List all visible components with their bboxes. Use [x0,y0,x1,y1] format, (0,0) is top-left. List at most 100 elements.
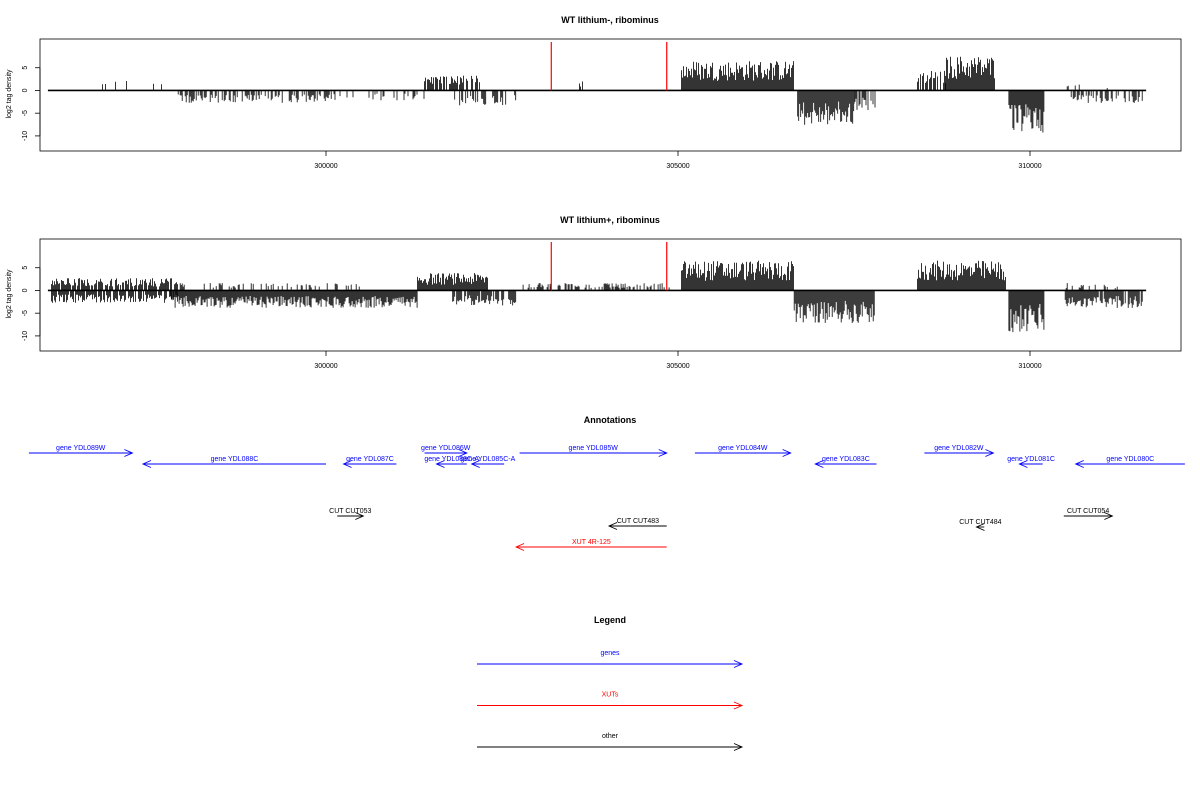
y-tick-label: -10 [22,131,29,141]
density-segment [945,56,995,91]
feature-label: XUT 4R-125 [572,539,611,546]
density-bars [47,242,1147,333]
feature-arrows: gene YDL089W gene YDL088C gene YDL087C gene… [28,445,1185,551]
y-tick-label: -5 [22,310,29,316]
feature-label: gene YDL088C [211,456,259,463]
feature-arrow: gene YDL081C [1007,456,1055,468]
feature-label: gene YDL082W [934,445,984,452]
density-segment [177,90,332,103]
density-segment [1066,84,1108,91]
feature-label: gene YDL085W [569,445,619,452]
feature-arrow: gene YDL085W [519,445,668,457]
feature-arrow: CUT CUT483 [607,518,667,530]
track-panel-lithium-minus: WT lithium-, ribominus log2 tag density … [6,15,1182,170]
panel-title: WT lithium-, ribominus [561,15,659,25]
density-segment [1008,90,1045,133]
density-segment [170,290,418,308]
legend-entry: genes [477,650,744,668]
feature-arrow: gene YDL086W [421,445,471,457]
x-axis: 300000 305000 310000 [314,151,1042,170]
feature-label: CUT CUT483 [617,518,659,525]
density-segment [522,283,670,291]
density-segment [51,278,178,291]
feature-label: gene YDL081C [1007,456,1055,463]
x-tick-label: 300000 [314,163,337,170]
density-segment [102,81,162,91]
feature-arrow: gene YDL080C [1074,456,1185,468]
density-segment [454,90,517,106]
density-segment [1008,290,1045,333]
density-segment [797,90,855,125]
density-segment [1070,90,1143,103]
feature-arrow: gene YDL086C-A [424,456,479,468]
feature-arrow: XUT 4R-125 [514,539,667,551]
feature-label: gene YDL080C [1106,456,1154,463]
y-axis: -10 -5 0 5 [22,266,41,341]
panel-title: WT lithium+, ribominus [560,215,660,225]
annotations-title: Annotations [584,415,637,425]
feature-arrow: gene YDL083C [814,456,877,468]
feature-label: gene YDL086C-A [424,456,479,463]
y-axis: -10 -5 0 5 [22,66,41,141]
y-tick-label: -5 [22,110,29,116]
legend-title: Legend [594,615,626,625]
legend-label: other [602,733,619,740]
density-segment [917,70,946,91]
feature-label: CUT CUT054 [1067,508,1109,515]
x-axis: 300000 305000 310000 [314,351,1042,370]
legend-entries: genes XUTs other [477,650,744,751]
density-segment [917,260,1006,291]
density-segment [1064,290,1143,308]
density-segment [333,90,425,101]
feature-arrow: gene YDL087C [342,456,397,468]
feature-label: gene YDL086W [421,445,471,452]
x-tick-label: 310000 [1018,363,1041,370]
x-tick-label: 310000 [1018,163,1041,170]
density-segment [793,290,875,323]
track-panel-lithium-plus: WT lithium+, ribominus log2 tag density … [6,215,1182,370]
feature-label: gene YDL085C-A [461,456,516,463]
y-axis-label: log2 tag density [6,69,13,119]
feature-arrow: gene YDL084W [694,445,792,457]
density-segment [179,283,360,291]
feature-label: gene YDL087C [346,456,394,463]
feature-arrow: gene YDL089W [28,445,134,457]
feature-arrow: CUT CUT053 [329,508,372,520]
density-segment [853,90,876,110]
y-tick-label: 5 [22,66,29,70]
legend: Legend genes XUTs other [477,615,744,751]
density-segment [579,81,583,91]
y-axis-label: log2 tag density [6,269,13,319]
density-segment [1065,283,1118,291]
feature-arrow: gene YDL082W [924,445,995,457]
feature-label: gene YDL089W [56,445,106,452]
density-segment [424,75,481,91]
density-segment [417,273,488,291]
feature-arrow: gene YDL085C-A [461,456,516,468]
feature-arrow: gene YDL088C [141,456,326,468]
feature-label: gene YDL083C [822,456,870,463]
y-tick-label: 5 [22,266,29,270]
feature-arrow: CUT CUT484 [959,519,1002,531]
feature-label: gene YDL084W [718,445,768,452]
y-tick-label: -10 [22,331,29,341]
density-bars [47,42,1147,133]
legend-label: XUTs [602,692,619,699]
feature-label: CUT CUT053 [329,508,371,515]
y-tick-label: 0 [22,88,29,92]
density-segment [681,260,794,291]
legend-label: genes [600,650,620,657]
density-segment [51,290,178,303]
y-tick-label: 0 [22,288,29,292]
density-segment [681,61,794,91]
x-tick-label: 300000 [314,363,337,370]
feature-label: CUT CUT484 [959,519,1001,526]
x-tick-label: 305000 [666,163,689,170]
legend-entry: other [477,733,744,751]
feature-arrow: CUT CUT054 [1063,508,1114,520]
legend-entry: XUTs [477,692,744,710]
x-tick-label: 305000 [666,363,689,370]
density-segment [452,290,517,306]
